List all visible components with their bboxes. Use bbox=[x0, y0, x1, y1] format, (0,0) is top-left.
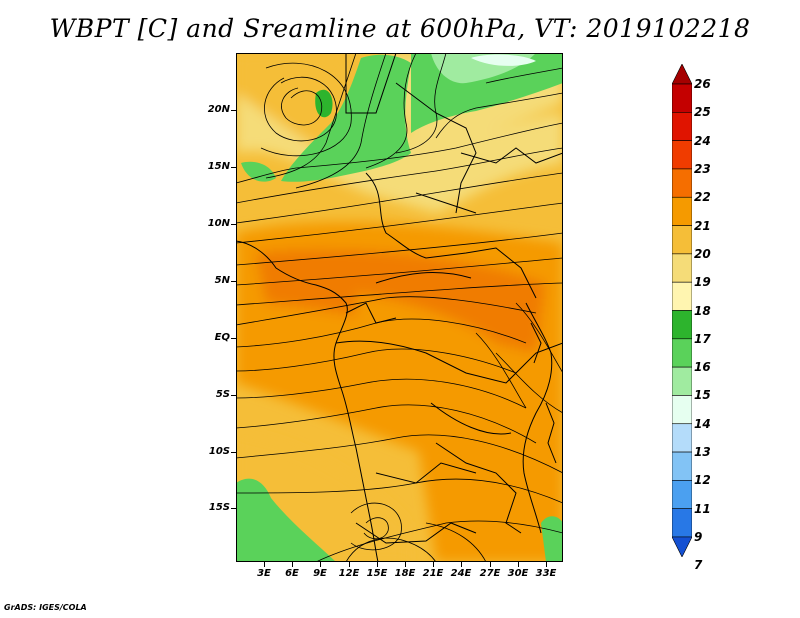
colorbar-segment bbox=[672, 281, 692, 311]
lat-label-5n: 5N bbox=[214, 275, 230, 286]
lon-label-18e: 18E bbox=[394, 568, 416, 579]
lat-label-20n: 20N bbox=[207, 104, 230, 115]
colorbar-segment bbox=[672, 536, 692, 557]
colorbar-label: 19 bbox=[694, 275, 711, 290]
wbpt-field-map bbox=[236, 53, 563, 562]
colorbar-label: 7 bbox=[694, 558, 703, 573]
colorbar-label: 17 bbox=[694, 331, 711, 346]
lat-label-eq: EQ bbox=[214, 332, 230, 343]
lon-label-27e: 27E bbox=[479, 568, 501, 579]
colorbar-segment bbox=[672, 64, 692, 85]
colorbar-segment bbox=[672, 83, 692, 113]
lon-label-15e: 15E bbox=[366, 568, 388, 579]
lon-tick-33e bbox=[546, 562, 547, 567]
colorbar-label: 23 bbox=[694, 161, 711, 176]
lat-tick-eq bbox=[231, 338, 236, 339]
colorbar-label: 9 bbox=[694, 530, 703, 544]
map-title: WBPT [C] and Sreamline at 600hPa, VT: 20… bbox=[49, 14, 751, 43]
colorbar-segment bbox=[672, 480, 692, 509]
map-plot-area bbox=[236, 53, 563, 562]
colorbar-label: 26 bbox=[694, 77, 711, 91]
lon-tick-18e bbox=[405, 562, 406, 567]
colorbar-label: 14 bbox=[694, 416, 711, 431]
lon-tick-21e bbox=[433, 562, 434, 567]
lon-label-6e: 6E bbox=[285, 568, 299, 579]
colorbar-label: 18 bbox=[694, 303, 711, 318]
colorbar-label: 21 bbox=[694, 218, 711, 233]
lat-tick-10n bbox=[231, 224, 236, 225]
lon-label-12e: 12E bbox=[338, 568, 360, 579]
colorbar-segment bbox=[672, 112, 692, 141]
colorbar-segment bbox=[672, 225, 692, 255]
colorbar-segment bbox=[672, 140, 692, 170]
lat-label-10s: 10S bbox=[208, 446, 230, 457]
colorbar-label: 16 bbox=[694, 360, 711, 375]
lat-label-15s: 15S bbox=[208, 502, 230, 513]
country-borders bbox=[236, 53, 563, 562]
colorbar-label: 13 bbox=[694, 445, 711, 460]
lon-label-33e: 33E bbox=[535, 568, 557, 579]
lon-label-21e: 21E bbox=[422, 568, 444, 579]
lat-tick-15n bbox=[231, 167, 236, 168]
colorbar-label: 15 bbox=[694, 388, 711, 403]
colorbar-segment bbox=[672, 366, 692, 396]
lon-tick-24e bbox=[461, 562, 462, 567]
colorbar-segment bbox=[672, 168, 692, 198]
lon-tick-27e bbox=[490, 562, 491, 567]
colorbar-segment bbox=[672, 508, 692, 538]
colorbar-segment bbox=[672, 338, 692, 368]
colorbar-segment bbox=[672, 451, 692, 481]
colorbar-label: 25 bbox=[694, 105, 711, 120]
colorbar-label: 22 bbox=[694, 190, 711, 205]
lon-label-9e: 9E bbox=[313, 568, 327, 579]
lon-tick-12e bbox=[349, 562, 350, 567]
lat-label-5s: 5S bbox=[215, 389, 230, 400]
colorbar-label: 20 bbox=[694, 246, 711, 261]
colorbar-segment bbox=[672, 253, 692, 283]
lat-tick-10s bbox=[231, 452, 236, 453]
colorbar bbox=[672, 64, 692, 557]
lon-label-3e: 3E bbox=[257, 568, 271, 579]
grads-credit: GrADS: IGES/COLA bbox=[4, 603, 87, 612]
lat-tick-5s bbox=[231, 395, 236, 396]
colorbar-label: 12 bbox=[694, 473, 711, 488]
colorbar-label: 24 bbox=[694, 133, 711, 148]
lon-label-30e: 30E bbox=[507, 568, 529, 579]
lat-tick-15s bbox=[231, 508, 236, 509]
colorbar-segment bbox=[672, 196, 692, 226]
wbpt-shading bbox=[236, 53, 563, 562]
lon-label-24e: 24E bbox=[450, 568, 472, 579]
lon-tick-3e bbox=[264, 562, 265, 567]
colorbar-segment bbox=[672, 395, 692, 425]
lon-tick-30e bbox=[518, 562, 519, 567]
lon-tick-6e bbox=[292, 562, 293, 567]
colorbar-segment bbox=[672, 423, 692, 453]
lat-tick-5n bbox=[231, 281, 236, 282]
lon-tick-15e bbox=[377, 562, 378, 567]
lat-label-10n: 10N bbox=[207, 218, 230, 229]
colorbar-segment bbox=[672, 310, 692, 340]
lat-label-15n: 15N bbox=[207, 161, 230, 172]
green-shading bbox=[236, 53, 563, 562]
lon-tick-9e bbox=[320, 562, 321, 567]
colorbar-label: 11 bbox=[694, 501, 711, 516]
lat-tick-20n bbox=[231, 110, 236, 111]
